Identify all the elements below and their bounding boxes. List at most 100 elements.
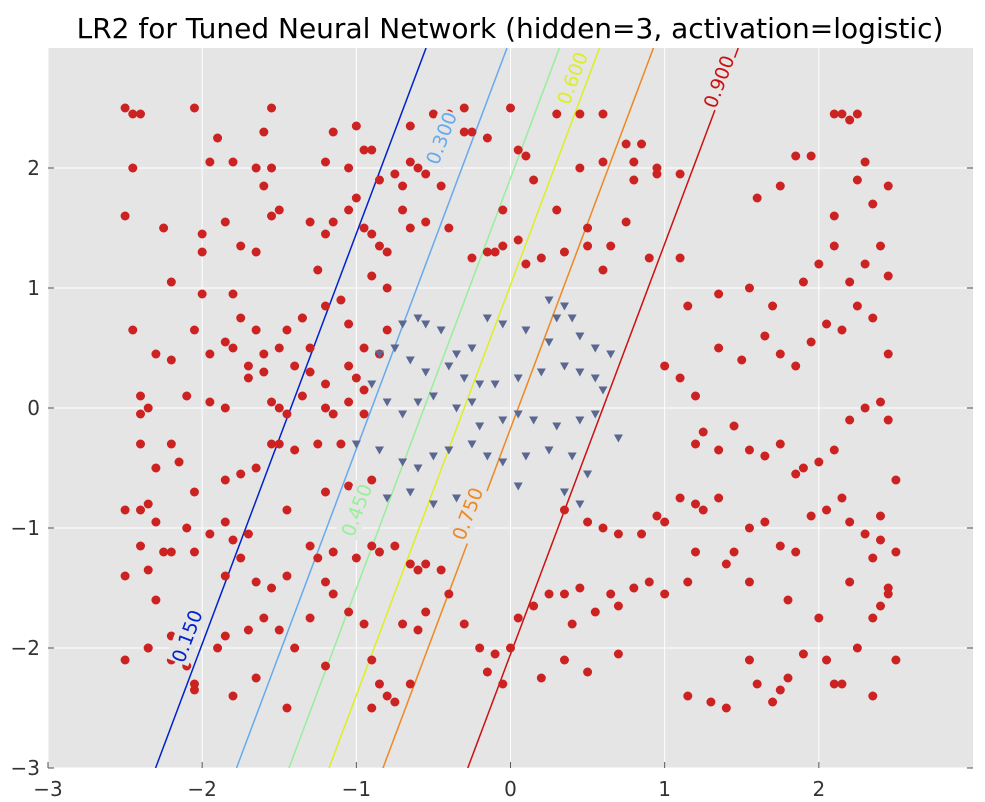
data-point-circle (845, 277, 855, 287)
data-point-circle (891, 475, 901, 485)
data-point-circle (513, 613, 523, 623)
data-point-triangle (367, 380, 377, 389)
data-point-circle (189, 547, 199, 557)
data-point-circle (829, 445, 839, 455)
data-point-circle (521, 259, 531, 269)
data-point-circle (675, 253, 685, 263)
data-point-circle (783, 595, 793, 605)
data-point-circle (652, 511, 662, 521)
data-point-circle (205, 349, 215, 359)
data-point-triangle (467, 344, 477, 353)
data-point-circle (629, 157, 639, 167)
data-point-circle (313, 265, 323, 275)
data-point-circle (151, 595, 161, 605)
data-point-triangle (544, 296, 554, 305)
data-point-circle (467, 127, 477, 137)
data-point-circle (860, 403, 870, 413)
data-point-triangle (575, 332, 585, 341)
contour-label-gap (335, 479, 378, 541)
data-point-circle (845, 115, 855, 125)
contour-label-gap (551, 47, 594, 109)
data-point-circle (675, 373, 685, 383)
contour-line (154, 48, 427, 768)
data-point-circle (721, 703, 731, 713)
data-point-circle (321, 403, 330, 413)
data-point-circle (606, 589, 616, 599)
data-point-circle (174, 457, 184, 467)
data-point-circle (390, 697, 400, 707)
data-point-circle (760, 451, 770, 461)
data-point-circle (321, 661, 330, 671)
data-point-circle (598, 265, 608, 275)
data-point-circle (629, 583, 639, 593)
data-point-circle (798, 277, 808, 287)
data-point-circle (243, 625, 253, 635)
data-point-circle (506, 643, 515, 653)
data-point-triangle (567, 314, 577, 323)
data-point-circle (267, 583, 277, 593)
data-point-circle (506, 103, 515, 113)
data-point-circle (752, 193, 762, 203)
data-point-circle (136, 109, 145, 119)
data-point-circle (274, 403, 284, 413)
data-point-triangle (482, 452, 492, 461)
data-point-circle (621, 139, 631, 149)
data-point-circle (806, 337, 816, 347)
data-point-circle (891, 547, 901, 557)
data-point-circle (267, 163, 277, 173)
data-point-circle (860, 157, 870, 167)
data-point-circle (876, 535, 885, 545)
data-point-circle (367, 541, 377, 551)
data-point-triangle (428, 392, 438, 401)
contour-label-gap (697, 51, 740, 113)
data-point-circle (413, 625, 423, 635)
data-point-circle (791, 361, 801, 371)
data-point-circle (136, 505, 145, 515)
data-point-circle (321, 577, 330, 587)
data-point-circle (837, 325, 847, 335)
data-point-triangle (575, 416, 585, 425)
data-point-circle (860, 259, 870, 269)
data-point-circle (876, 601, 885, 611)
data-point-circle (282, 505, 292, 515)
data-point-circle (775, 541, 785, 551)
data-point-triangle (467, 440, 477, 449)
data-point-triangle (567, 452, 577, 461)
data-point-circle (436, 181, 446, 191)
contour-line (235, 48, 508, 768)
data-point-circle (660, 517, 670, 527)
data-point-circle (367, 145, 377, 155)
data-point-circle (775, 439, 785, 449)
data-point-circle (405, 679, 415, 689)
data-point-circle (652, 163, 662, 173)
data-point-circle (852, 301, 862, 311)
contour-label-gap (165, 605, 208, 667)
contour-label-gap (446, 483, 489, 545)
data-point-circle (382, 247, 392, 257)
data-point-circle (490, 649, 500, 659)
data-point-circle (220, 403, 230, 413)
data-point-circle (621, 217, 631, 227)
data-point-circle (598, 523, 608, 533)
data-point-circle (421, 607, 431, 617)
data-point-triangle (405, 488, 415, 497)
data-point-circle (344, 205, 354, 215)
data-point-circle (714, 493, 724, 503)
data-point-circle (637, 139, 647, 149)
data-point-circle (814, 259, 824, 269)
data-point-circle (359, 619, 369, 629)
data-point-circle (421, 169, 431, 179)
data-point-circle (868, 313, 878, 323)
data-point-circle (374, 679, 384, 689)
data-point-circle (490, 247, 500, 257)
data-point-circle (136, 391, 145, 401)
data-point-circle (876, 397, 885, 407)
data-point-circle (374, 547, 384, 557)
data-point-circle (143, 499, 153, 509)
x-tick-label: −1 (342, 777, 371, 801)
data-point-circle (305, 613, 315, 623)
data-point-circle (598, 109, 608, 119)
data-point-circle (575, 109, 585, 119)
data-point-circle (536, 673, 546, 683)
data-point-circle (421, 217, 431, 227)
